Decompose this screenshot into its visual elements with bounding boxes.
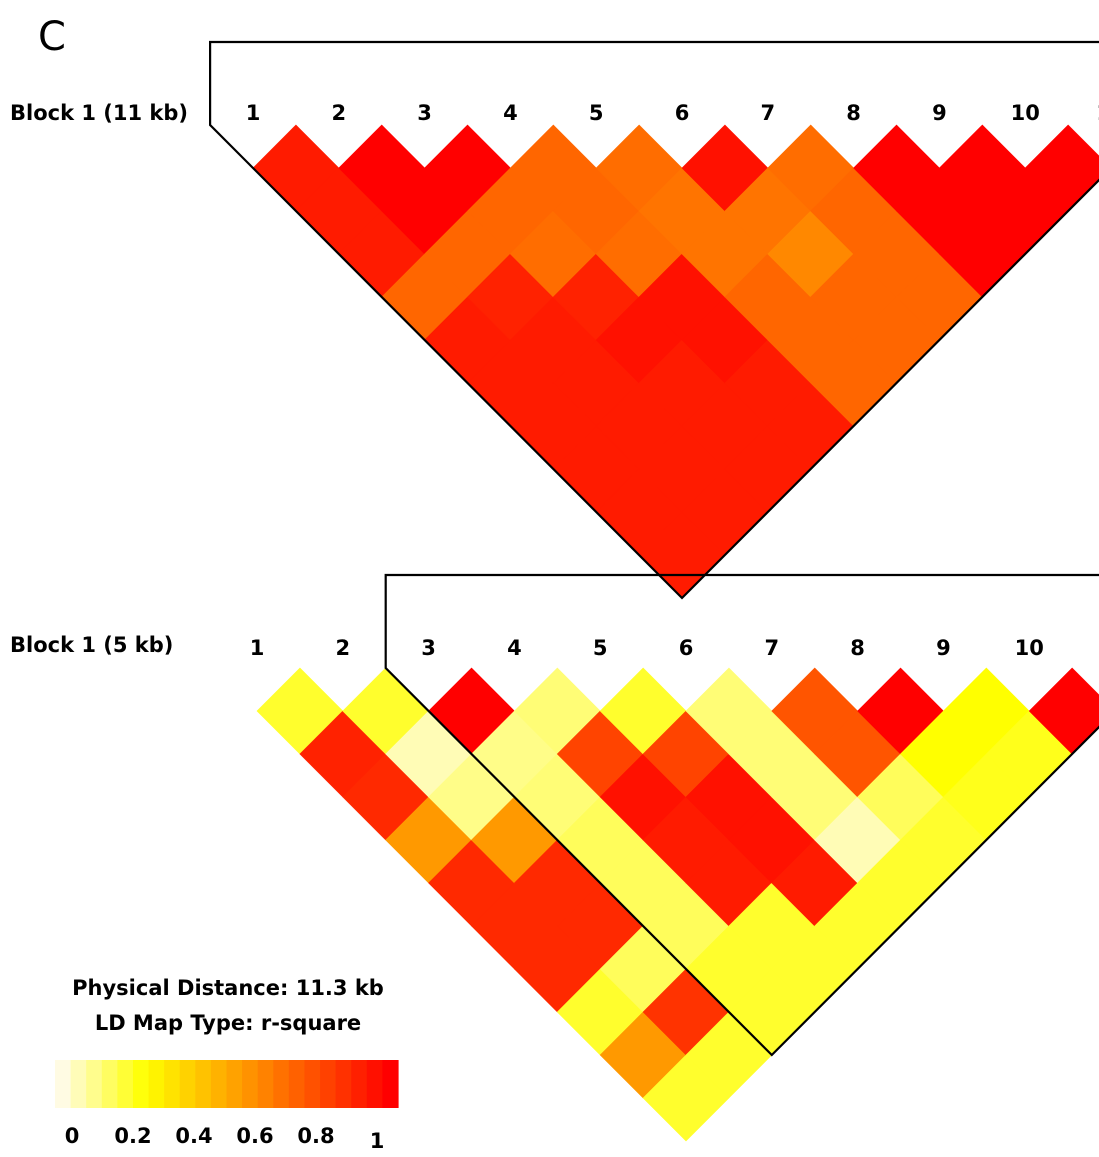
legend-physical-distance: Physical Distance: 11.3 kb (72, 976, 384, 1000)
scale-tick-label: 0.8 (297, 1124, 334, 1148)
scale-swatch (210, 1060, 228, 1108)
scale-swatch (320, 1060, 337, 1108)
marker-label-10: 10 (1015, 636, 1044, 660)
marker-label-6: 6 (679, 636, 694, 660)
scale-swatch (55, 1060, 72, 1108)
marker-label-5: 5 (589, 101, 604, 125)
scale-tick-label: 0.4 (175, 1124, 212, 1148)
scale-swatch (304, 1060, 321, 1108)
ld-heatmap-top: Block 1 (11 kb) 1 2 3 4 5 6 7 8 9 10 11 (10, 40, 1099, 600)
color-scale (55, 1060, 399, 1108)
scale-swatch (257, 1060, 274, 1108)
marker-label-7: 7 (764, 636, 779, 660)
scale-swatch (351, 1060, 368, 1108)
scale-swatch (148, 1060, 165, 1108)
panel-label: C (38, 14, 66, 60)
scale-swatch (70, 1060, 87, 1108)
block-outline (384, 573, 1099, 1057)
marker-label-4: 4 (507, 636, 522, 660)
ld-heatmap-bottom: Block 1 (5 kb)1234567891011 (10, 573, 1099, 1142)
marker-label-11: 11 (1096, 101, 1099, 125)
scale-swatch (273, 1060, 290, 1108)
block-outline (209, 40, 1099, 600)
marker-label-2: 2 (331, 101, 346, 125)
marker-label-10: 10 (1011, 101, 1040, 125)
scale-swatch (288, 1060, 306, 1108)
marker-label-2: 2 (335, 636, 350, 660)
scale-swatch (132, 1060, 150, 1108)
scale-swatch (382, 1060, 399, 1108)
scale-tick-label: 0.2 (114, 1124, 151, 1148)
marker-label-8: 8 (850, 636, 865, 660)
marker-label-1: 1 (246, 101, 261, 125)
marker-label-7: 7 (760, 101, 775, 125)
scale-swatch (117, 1060, 134, 1108)
marker-label-5: 5 (593, 636, 608, 660)
scale-swatch (101, 1060, 118, 1108)
marker-label-9: 9 (932, 101, 947, 125)
scale-swatch (335, 1060, 352, 1108)
scale-swatch (195, 1060, 212, 1108)
legend-map-type: LD Map Type: r-square (95, 1011, 361, 1035)
marker-label-8: 8 (846, 101, 861, 125)
scale-swatch (242, 1060, 259, 1108)
scale-swatch (226, 1060, 243, 1108)
scale-tick-label: 0 (65, 1124, 80, 1148)
scale-swatch (179, 1060, 196, 1108)
scale-swatch (86, 1060, 103, 1108)
scale-swatch (164, 1060, 181, 1108)
scale-tick-label: 1 (370, 1129, 385, 1152)
marker-label-1: 1 (250, 636, 265, 660)
legend: Physical Distance: 11.3 kb LD Map Type: … (55, 976, 399, 1153)
color-scale-ticks: 0 0.2 0.4 0.6 0.8 1 (65, 1124, 385, 1153)
scale-tick-label: 0.6 (236, 1124, 273, 1148)
marker-label-6: 6 (675, 101, 690, 125)
block-title: Block 1 (5 kb) (10, 633, 173, 657)
marker-label-3: 3 (421, 636, 436, 660)
block-title: Block 1 (11 kb) (10, 101, 188, 125)
marker-label-9: 9 (936, 636, 951, 660)
marker-label-3: 3 (417, 101, 432, 125)
marker-label-4: 4 (503, 101, 518, 125)
scale-swatch (366, 1060, 384, 1108)
